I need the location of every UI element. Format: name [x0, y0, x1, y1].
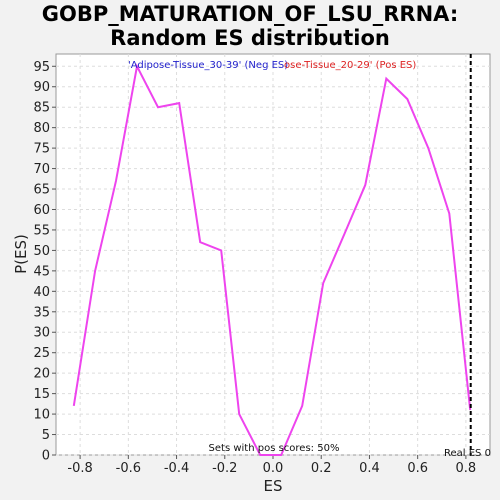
y-tick-label: 75	[33, 142, 50, 157]
x-tick-label: -0.4	[164, 461, 189, 476]
y-tick-label: 20	[33, 367, 50, 382]
x-tick-label: -0.6	[116, 461, 141, 476]
x-tick-label: 0.8	[456, 461, 477, 476]
chart-title-line-1: GOBP_MATURATION_OF_LSU_RRNA:	[41, 2, 459, 26]
x-tick-label: 0.6	[407, 461, 428, 476]
pos-scores-annotation: Sets with pos scores: 50%	[209, 443, 340, 454]
legend-pos-es: ose-Tissue_20-29' (Pos ES)	[284, 60, 416, 71]
y-tick-label: 5	[42, 428, 50, 443]
x-tick-label: -0.2	[212, 461, 237, 476]
y-tick-label: 50	[33, 244, 50, 259]
x-tick-label: 0.2	[311, 461, 332, 476]
y-tick-label: 15	[33, 387, 50, 402]
x-tick-label: 0.4	[359, 461, 380, 476]
y-tick-label: 90	[33, 80, 50, 95]
y-tick-label: 70	[33, 162, 50, 177]
real-es-annotation: Real ES 0	[444, 448, 491, 459]
y-tick-label: 95	[33, 60, 50, 75]
x-tick-label: -0.8	[67, 461, 92, 476]
y-tick-label: 0	[42, 449, 50, 464]
y-tick-label: 55	[33, 223, 50, 238]
y-tick-label: 30	[33, 326, 50, 341]
y-tick-label: 60	[33, 203, 50, 218]
grid-lines	[56, 54, 490, 456]
y-tick-label: 10	[33, 408, 50, 423]
y-axis-ticks: 0 5 10 15 20 25 30 35 40 45 50 55 60 65 70 75 80 85 90 95	[33, 60, 56, 464]
legend-neg-es: 'Adipose-Tissue_30-39' (Neg ES)	[128, 60, 288, 71]
y-tick-label: 40	[33, 285, 50, 300]
y-tick-label: 85	[33, 101, 50, 116]
y-tick-label: 35	[33, 305, 50, 320]
x-tick-label: 0.0	[263, 461, 284, 476]
y-tick-label: 65	[33, 183, 50, 198]
series-line	[72, 63, 472, 456]
y-tick-label: 80	[33, 121, 50, 136]
y-tick-label: 25	[33, 346, 50, 361]
chart-title-line-2: Random ES distribution	[110, 26, 390, 50]
y-axis-label: P(ES)	[12, 234, 30, 274]
x-axis-ticks: -0.8 -0.6 -0.4 -0.2 0.0 0.2 0.4 0.6 0.8	[67, 455, 476, 476]
y-tick-label: 45	[33, 264, 50, 279]
x-axis-label: ES	[264, 477, 283, 495]
